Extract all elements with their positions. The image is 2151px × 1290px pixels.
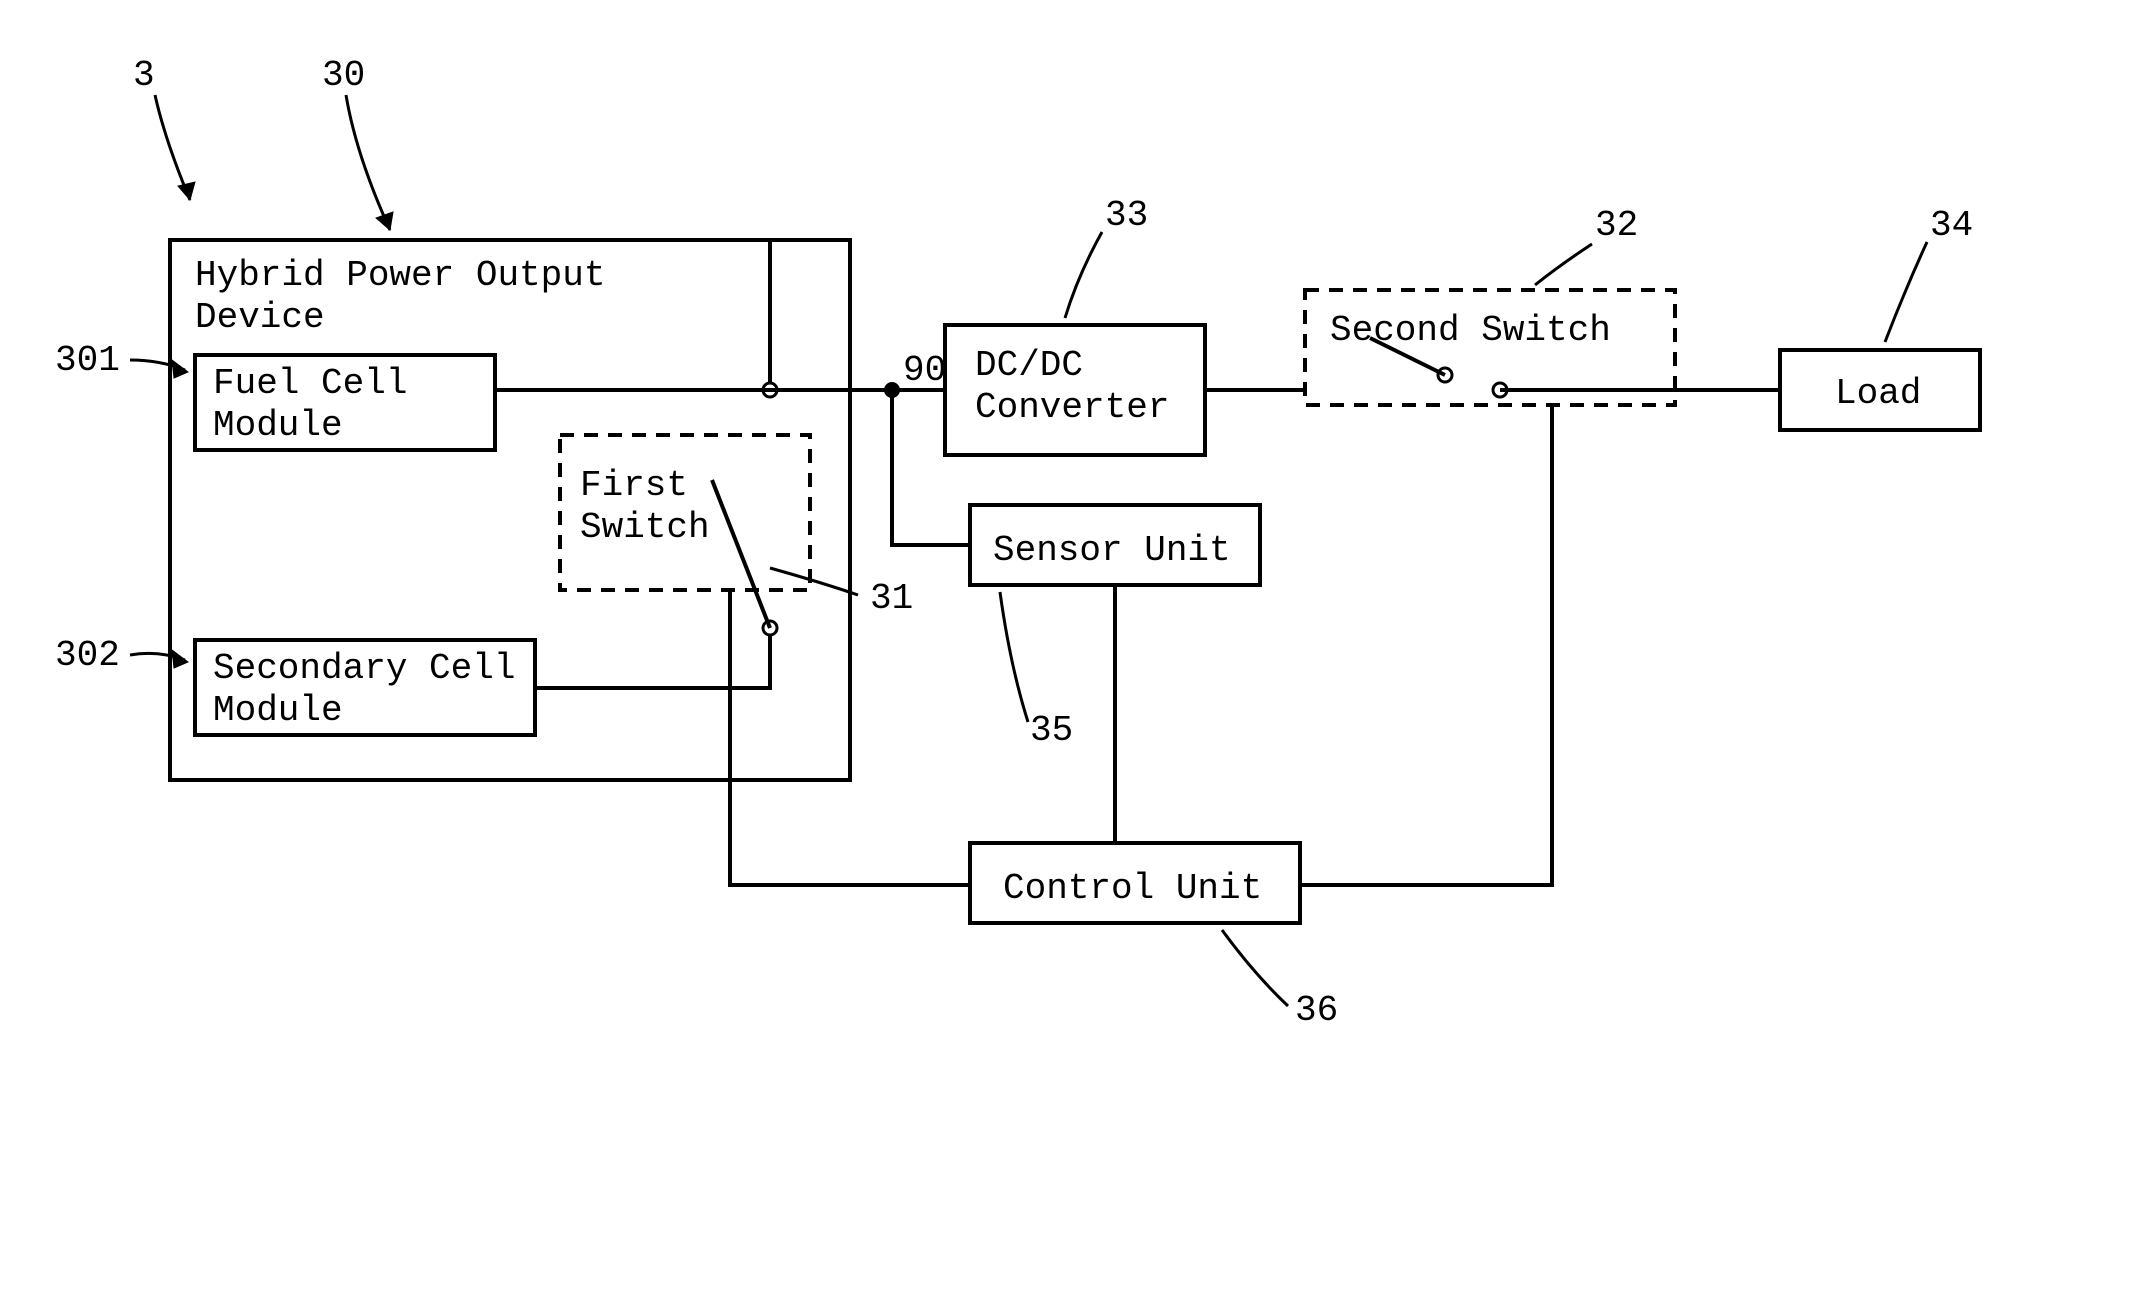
ref-label-30: 30 <box>322 55 365 96</box>
ref-label-33: 33 <box>1105 195 1148 236</box>
leader-head-a3 <box>178 182 195 200</box>
wire-4 <box>892 390 970 545</box>
wire-9 <box>1300 405 1552 885</box>
secondary-cell-label-2: Module <box>213 690 343 731</box>
ref-label-36: 36 <box>1295 990 1338 1031</box>
first-switch-arm <box>712 480 770 628</box>
ref-label-3: 3 <box>133 55 155 96</box>
ref-label-35: 35 <box>1030 710 1073 751</box>
leader-a32 <box>1535 244 1592 285</box>
leader-a31 <box>770 568 858 595</box>
leader-head-a302 <box>172 650 188 668</box>
leader-a34 <box>1885 242 1927 342</box>
second-switch-label: Second Switch <box>1330 310 1611 351</box>
leader-a35 <box>1000 592 1028 722</box>
leader-a36 <box>1222 930 1288 1006</box>
load-label: Load <box>1835 373 1921 414</box>
fuel-cell-label-1: Fuel Cell <box>213 363 407 404</box>
leader-head-a30 <box>376 212 393 230</box>
leader-a33 <box>1065 232 1102 318</box>
ref-label-32: 32 <box>1595 205 1638 246</box>
dcdc-label-2: Converter <box>975 387 1169 428</box>
node-90-label: 90 <box>903 350 946 391</box>
sensor-unit-label: Sensor Unit <box>993 530 1231 571</box>
leader-head-a301 <box>172 360 188 378</box>
control-unit-label: Control Unit <box>1003 868 1262 909</box>
ref-label-301: 301 <box>55 340 120 381</box>
leader-a30 <box>346 95 390 230</box>
hybrid-box-title-line2: Device <box>195 297 325 338</box>
dcdc-label-1: DC/DC <box>975 345 1083 386</box>
first-switch-label-2: Switch <box>580 507 710 548</box>
ref-label-302: 302 <box>55 635 120 676</box>
ref-label-34: 34 <box>1930 205 1973 246</box>
hybrid-box-title-line1: Hybrid Power Output <box>195 255 605 296</box>
fuel-cell-label-2: Module <box>213 405 343 446</box>
wire-5 <box>535 635 770 688</box>
secondary-cell-label-1: Secondary Cell <box>213 648 515 689</box>
first-switch-label-1: First <box>580 465 688 506</box>
ref-label-31: 31 <box>870 578 913 619</box>
